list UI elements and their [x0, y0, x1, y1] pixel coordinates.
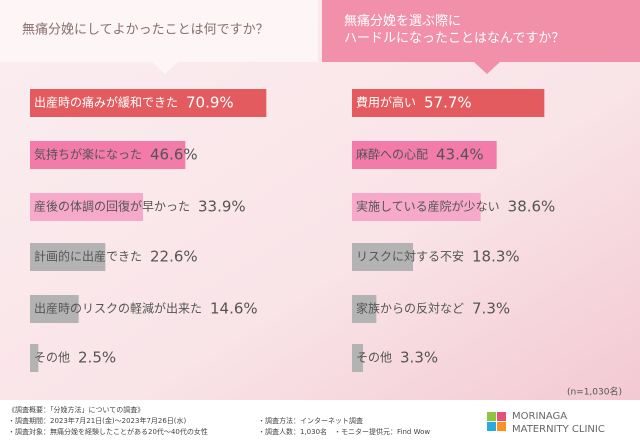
bar [30, 141, 186, 169]
logo-text: MORINAGA [512, 411, 567, 422]
category-label: 計画的に出産できた [34, 249, 142, 264]
category-label: 出産時の痛みが緩和できた [34, 95, 178, 110]
category-label: 出産時のリスクの軽減が出来た [34, 301, 202, 316]
footer-text: ・調査対象：無痛分娩を経験したことがある20代～40代の女性 [8, 427, 208, 436]
bar [352, 193, 481, 221]
sample-note: (n=1,030名) [567, 386, 622, 398]
footer-text: ・調査方法：インターネット調査 [258, 416, 363, 425]
category-label: 費用が高い [356, 95, 416, 110]
bar [352, 295, 377, 323]
value-label: 3.3% [400, 349, 438, 367]
panel-title: ハードルになったことはなんですか？ [344, 31, 564, 46]
bar [352, 141, 497, 169]
value-label: 46.6% [150, 146, 198, 164]
value-label: 18.3% [472, 248, 520, 266]
bar [30, 193, 143, 221]
bar [352, 89, 545, 117]
category-label: リスクに対する不安 [356, 249, 464, 264]
value-label: 14.6% [210, 300, 258, 318]
bar [30, 344, 39, 372]
category-label: 家族からの反対など [356, 301, 464, 316]
bar [30, 89, 267, 117]
footer-background [0, 400, 640, 443]
bar [352, 243, 413, 271]
footer-text: 《調査概要：「分娩方法」についての調査》 [8, 405, 144, 414]
panel-title: 無痛分娩を選ぶ際に [344, 13, 461, 29]
category-label: 産後の体調の回復が早かった [34, 199, 190, 214]
value-label: 2.5% [78, 349, 116, 367]
footer-text: ・調査人数：1,030名 ・モニター提供元：Find Wow [258, 427, 430, 436]
value-label: 7.3% [472, 300, 510, 318]
panel-title: 無痛分娩にしてよかったことは何ですか？ [22, 22, 269, 38]
category-label: その他 [34, 351, 70, 365]
value-label: 38.6% [508, 198, 556, 216]
footer-text: ・調査期間：2023年7月21日(金)～2023年7月26日(水) [8, 416, 187, 425]
bar [30, 243, 106, 271]
category-label: 実施している産院が少ない [356, 199, 500, 214]
right-header [322, 0, 640, 74]
bar [352, 344, 363, 372]
category-label: 麻酔への心配 [356, 147, 428, 162]
value-label: 22.6% [150, 248, 198, 266]
logo-mark [487, 412, 506, 431]
category-label: その他 [356, 351, 392, 365]
value-label: 33.9% [198, 198, 246, 216]
value-label: 70.9% [186, 94, 234, 112]
bar [30, 295, 79, 323]
category-label: 気持ちが楽になった [34, 147, 142, 162]
value-label: 43.4% [436, 146, 484, 164]
left-header [0, 0, 318, 74]
logo-text: MATERNITY CLINIC [512, 424, 605, 435]
value-label: 57.7% [424, 94, 472, 112]
